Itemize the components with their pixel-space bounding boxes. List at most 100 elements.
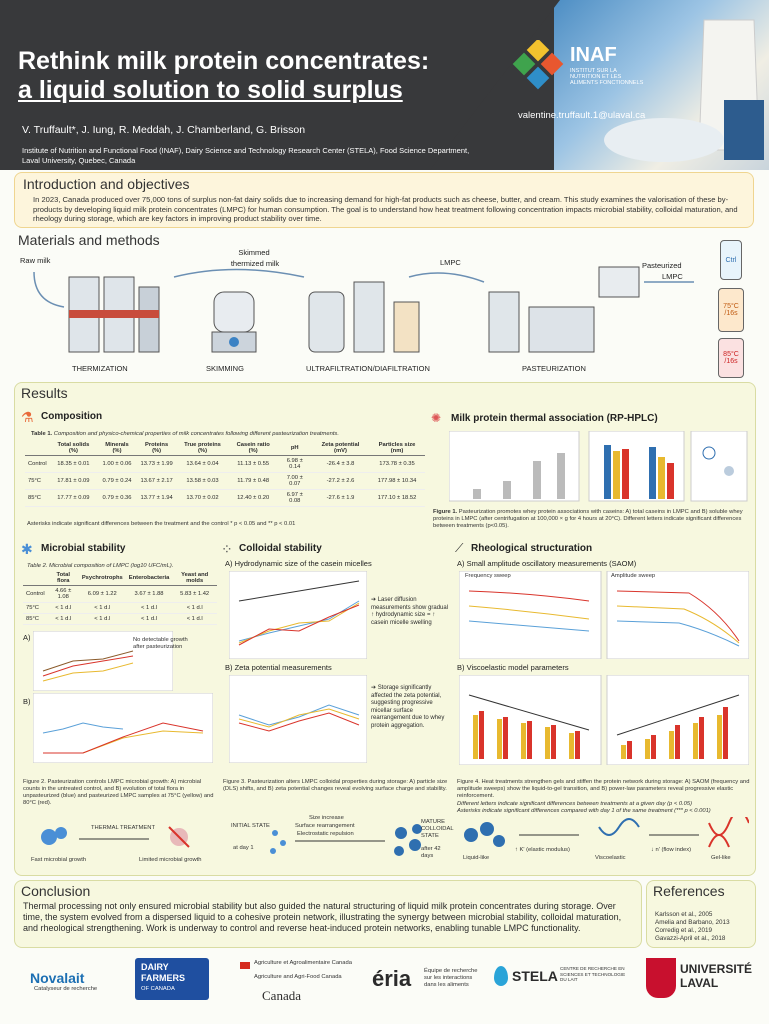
composition-cell: 7.00 ± 0.07	[277, 472, 312, 490]
microbial-header	[23, 571, 48, 586]
methods-section: Materials and methods Raw milk Skimmed t…	[14, 232, 759, 380]
composition-cell: 17.81 ± 0.09	[49, 472, 98, 490]
zeta-chart	[229, 675, 367, 763]
composition-title: Composition	[41, 411, 103, 422]
microbial-row: 75°C < 1 d.l < 1 d.l < 1 d.l < 1 d.l	[23, 602, 217, 614]
bacteria-icon: ✱	[21, 541, 33, 557]
microbial-cell: < 1 d.l	[47, 613, 79, 625]
inaf-logo: INAF INSTITUT SUR LA NUTRITION ET LES AL…	[510, 40, 650, 90]
methods-heading: Materials and methods	[18, 232, 160, 248]
drop-icon	[494, 966, 508, 986]
composition-cell: 177.98 ± 10.34	[369, 472, 425, 490]
composition-header: Particles size (nm)	[369, 441, 425, 456]
rheology-schema	[464, 817, 749, 848]
microbial-cell: < 1 d.l	[125, 602, 173, 614]
composition-header: Total solids (%)	[49, 441, 98, 456]
composition-cell: 75°C	[25, 472, 50, 490]
step-ultrafiltration: ULTRAFILTRATION/DIAFILTRATION	[306, 364, 430, 373]
ultrafiltration-equipment	[308, 281, 420, 353]
dots-icon: ⁘	[221, 541, 233, 557]
molecule-icon: ✺	[431, 411, 442, 425]
colloidal-card: ⁘ Colloidal stability A) Hydrodynamic si…	[221, 541, 454, 859]
bottle-75: 75°C /16s	[718, 288, 744, 332]
microbial-cell: < 1 d.l	[47, 602, 79, 614]
composition-cell: 17.77 ± 0.09	[49, 489, 98, 507]
composition-cell: Control	[25, 455, 50, 473]
authors: V. Truffault*, J. Iung, R. Meddah, J. Ch…	[22, 124, 306, 136]
conclusion-panel: Conclusion Thermal processing not only e…	[14, 880, 642, 948]
composition-header: Zeta potential (mV)	[311, 441, 370, 456]
composition-cell: 85°C	[25, 489, 50, 507]
composition-header: pH	[277, 441, 312, 456]
sponsor-bar: Novalait Catalyseur de recherche DAIRY F…	[30, 958, 753, 1003]
composition-cell: 18.35 ± 0.01	[49, 455, 98, 473]
poster-title: Rethink milk protein concentrates:	[18, 47, 430, 75]
microbial-cell: < 1 d.l	[78, 613, 126, 625]
composition-cell: 13.77 ± 1.94	[136, 489, 177, 507]
composition-row: Control 18.35 ± 0.01 1.00 ± 0.06 13.73 ± 1.…	[25, 455, 425, 473]
intro-panel: Introduction and objectives In 2023, Can…	[14, 172, 754, 228]
bottle-ctrl: Ctrl	[720, 240, 742, 280]
microbial-row: 85°C < 1 d.l < 1 d.l < 1 d.l < 1 d.l	[23, 613, 217, 625]
step-skimming: SKIMMING	[206, 364, 244, 373]
conclusion-text: Thermal processing not only ensured micr…	[23, 901, 622, 933]
composition-row: 75°C 17.81 ± 0.09 0.79 ± 0.24 13.67 ± 2.17 1…	[25, 472, 425, 490]
viscoelastic-chart	[459, 675, 749, 765]
poster-subtitle: a liquid solution to solid surplus	[18, 76, 403, 104]
composition-header: Minerals (%)	[97, 441, 137, 456]
composition-row: 85°C 17.77 ± 0.09 0.79 ± 0.36 13.77 ± 1.94 1…	[25, 489, 425, 507]
header-banner	[0, 0, 769, 170]
composition-cell: -26.4 ± 3.8	[311, 455, 370, 473]
composition-cell: 6.98 ± 0.14	[277, 455, 312, 473]
microbial-header: Enterobacteria	[125, 571, 173, 586]
milk-photo	[554, 0, 769, 170]
composition-cell: 12.40 ± 0.20	[228, 489, 278, 507]
composition-cell: 6.97 ± 0.08	[277, 489, 312, 507]
eria-logo: éria	[372, 966, 412, 991]
microbial-header: Yeast and molds	[172, 571, 217, 586]
process-diagram	[33, 266, 694, 353]
microbial-cell: 85°C	[23, 613, 48, 625]
composition-header: Casein ratio (%)	[228, 441, 278, 456]
microbial-cell: < 1 d.l	[172, 602, 217, 614]
intro-heading: Introduction and objectives	[23, 176, 190, 192]
microbial-header: Psychrotrophs	[78, 571, 126, 586]
results-panel: Results ⚗ Composition Table 1. Compositi…	[14, 382, 756, 876]
microbial-cell: < 1 d.l	[172, 613, 217, 625]
inaf-diamond-icon	[512, 40, 564, 90]
composition-cell: 13.70 ± 0.02	[176, 489, 229, 507]
pasteurization-equipment	[488, 266, 640, 353]
composition-cell: 11.79 ± 0.48	[228, 472, 278, 490]
composition-cell: 173.78 ± 0.35	[369, 455, 425, 473]
composition-cell: 11.13 ± 0.55	[228, 455, 278, 473]
flask-icon: ⚗	[21, 409, 34, 425]
references-panel: References Karlsson et al., 2005 Amelia …	[646, 880, 756, 948]
colloidal-schema	[270, 824, 422, 856]
microbial-cell: 4.66 ± 1.08	[47, 585, 79, 603]
microbial-table: Total flora Psychrotrophs Enterobacteria Ye…	[23, 571, 217, 625]
composition-cell: 1.00 ± 0.06	[97, 455, 137, 473]
laval-shield-icon	[646, 958, 676, 998]
contact-email[interactable]: valentine.truffault.1@ulaval.ca	[518, 110, 646, 121]
thermal-chart	[449, 431, 748, 502]
composition-cell: -27.2 ± 2.6	[311, 472, 370, 490]
inaf-wordmark: INAF	[570, 44, 617, 66]
rheology-card: ⟋ Rheological structuration A) Small amp…	[455, 541, 750, 861]
affiliation: Institute of Nutrition and Functional Fo…	[22, 146, 470, 165]
microbial-cell: 6.09 ± 1.22	[78, 585, 126, 603]
composition-card: ⚗ Composition Table 1. Composition and p…	[21, 409, 425, 535]
size-chart	[229, 571, 367, 659]
composition-cell: 13.73 ± 1.99	[136, 455, 177, 473]
milk-jug-illustration	[604, 19, 764, 162]
composition-cell: 13.67 ± 2.17	[136, 472, 177, 490]
step-thermization: THERMIZATION	[72, 364, 128, 373]
saom-chart	[459, 571, 749, 659]
bottle-85: 85°C /16s	[718, 338, 744, 378]
microbial-schema	[41, 826, 190, 848]
microbial-cell: < 1 d.l	[125, 613, 173, 625]
composition-cell: 177.10 ± 18.52	[369, 489, 425, 507]
composition-header	[25, 441, 50, 456]
microbial-row: Control 4.66 ± 1.08 6.09 ± 1.22 3.67 ± 1.88…	[23, 585, 217, 603]
step-pasteurization: PASTEURIZATION	[522, 364, 586, 373]
composition-cell: -27.6 ± 1.9	[311, 489, 370, 507]
